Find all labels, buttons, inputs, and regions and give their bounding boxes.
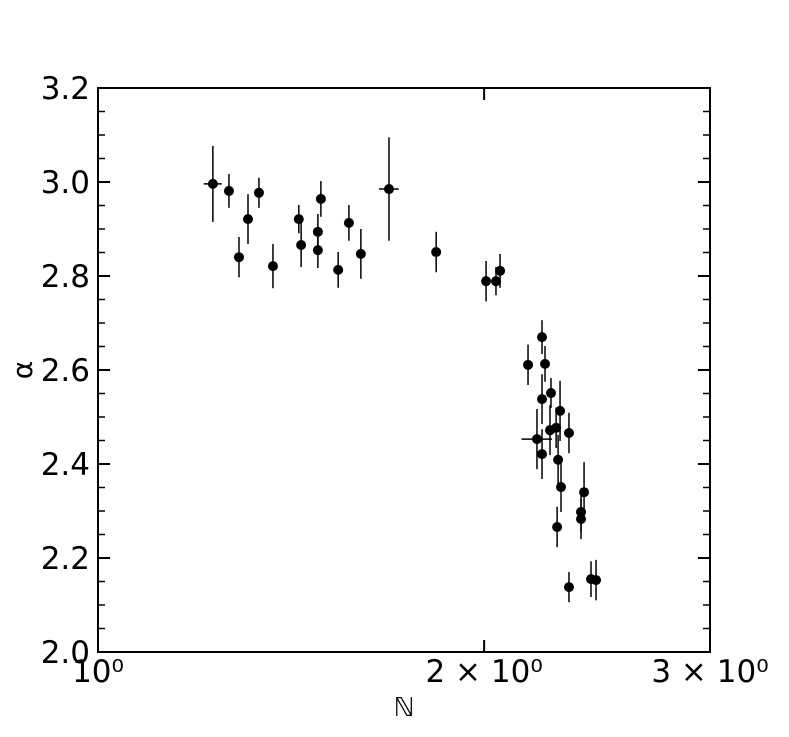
point [223,185,234,196]
point [315,193,326,204]
point [296,239,307,250]
x-tick-label: 2 × 10⁰ [425,654,542,690]
point [537,394,548,405]
point [545,388,556,399]
point [355,248,366,259]
y-tick-label: 2.8 [41,259,90,295]
point [579,487,590,498]
point [431,247,442,258]
point [490,276,501,287]
point [531,434,542,445]
point [563,427,574,438]
y-tick-label: 2.0 [41,635,90,671]
point [563,582,574,593]
y-axis-label: α [6,361,39,379]
y-tick-label: 2.4 [41,447,90,483]
point [495,265,506,276]
y-tick-label: 2.2 [41,541,90,577]
x-axis-label: ℕ [394,693,415,723]
point [312,226,323,237]
point [551,422,562,433]
point [233,252,244,263]
point [267,261,278,272]
point [523,359,534,370]
point [333,264,344,275]
x-tick-label: 3 × 10⁰ [651,654,768,690]
point [591,575,602,586]
point [537,332,548,343]
point [481,276,492,287]
point [242,214,253,225]
point [552,521,563,532]
point [537,449,548,460]
point [253,187,264,198]
point [343,217,354,228]
point [383,184,394,195]
y-tick-label: 2.6 [41,353,90,389]
point [555,405,566,416]
point [293,214,304,225]
x-tick-label: 10⁰ [72,654,124,690]
y-tick-label: 3.2 [41,71,90,107]
point [540,358,551,369]
point [556,482,567,493]
plot-frame [97,87,711,653]
y-tick-label: 3.0 [41,165,90,201]
point [312,245,323,256]
point [207,178,218,189]
